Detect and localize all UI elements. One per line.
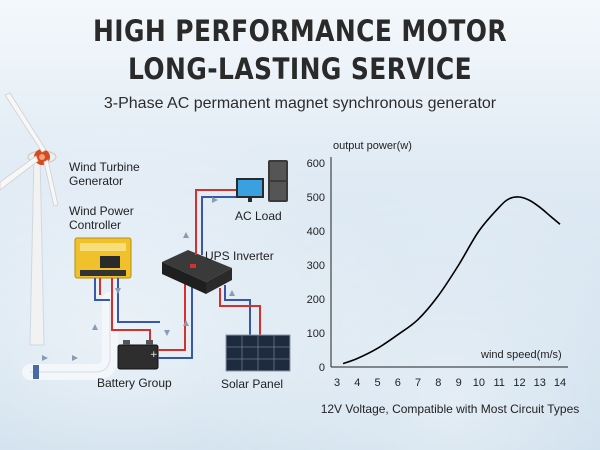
battery-label: Battery Group [97,376,172,390]
chart-x-tick-label: 4 [354,377,360,389]
inverter-label: UPS Inverter [205,249,274,263]
chart-y-tick-label: 100 [307,328,325,340]
chart-x-tick-label: 6 [395,377,401,389]
chart-x-tick-label: 3 [334,377,340,389]
chart-y-tick-label: 400 [307,226,325,238]
solar-panel-icon [225,334,291,372]
page-subtitle: 3-Phase AC permanent magnet synchronous … [103,95,497,112]
chart-y-tick-label: 300 [307,260,325,272]
page-title-line1: HIGH PERFORMANCE MOTOR [92,14,508,48]
chart-y-tick-label: 0 [319,362,325,374]
chart-caption: 12V Voltage, Compatible with Most Circui… [320,402,580,416]
solar-label: Solar Panel [221,377,284,391]
chart-series-line [342,196,561,365]
wind-turbine-label: Wind Turbine Generator [69,160,140,188]
chart-x-tick-label: 5 [374,377,380,389]
chart-y-tick-label: 200 [307,294,325,306]
chart-x-tick-label: 11 [493,377,504,389]
ac-load-icon [236,160,288,202]
page-title-line2: LONG-LASTING SERVICE [127,52,473,86]
controller-label: Wind Power Controller [69,204,134,232]
chart-x-tick-label: 7 [415,377,421,389]
svg-text:+: + [150,350,158,360]
chart-x-tick-label: 10 [473,377,485,389]
controller-icon [74,237,132,279]
chart-x-tick-label: 14 [554,377,566,389]
chart-y-axis-label: output power(w) [333,140,412,152]
chart-x-tick-label: 9 [456,377,462,389]
chart-y-tick-label: 500 [307,192,325,204]
chart-x-tick-label: 13 [534,377,546,389]
inverter-icon [162,250,232,294]
wind-turbine-icon [0,92,59,346]
ac-load-label: AC Load [235,209,282,223]
chart-x-tick-label: 12 [513,377,525,389]
chart-x-tick-label: 8 [435,377,441,389]
flow-arrows [42,197,235,361]
chart-x-axis-label: wind speed(m/s) [481,349,562,361]
chart-y-tick-label: 600 [307,158,325,170]
